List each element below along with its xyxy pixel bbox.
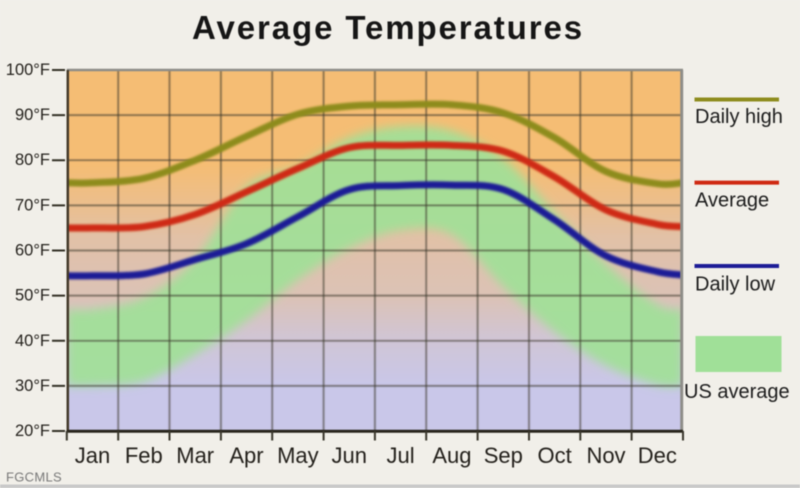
svg-text:FGCMLS: FGCMLS <box>6 470 62 485</box>
svg-text:Daily low: Daily low <box>695 274 776 296</box>
svg-text:40°F: 40°F <box>15 332 50 350</box>
svg-text:Oct: Oct <box>537 443 571 468</box>
svg-text:Jan: Jan <box>75 443 110 468</box>
svg-text:50°F: 50°F <box>15 287 50 305</box>
svg-text:80°F: 80°F <box>15 151 50 169</box>
svg-text:100°F: 100°F <box>6 61 50 79</box>
svg-text:Average: Average <box>695 190 769 212</box>
svg-text:Feb: Feb <box>125 443 163 468</box>
svg-text:Nov: Nov <box>586 443 625 468</box>
svg-text:US average: US average <box>684 381 790 403</box>
svg-text:Aug: Aug <box>432 443 471 468</box>
svg-text:30°F: 30°F <box>15 377 50 395</box>
svg-text:70°F: 70°F <box>15 196 50 214</box>
svg-text:Jul: Jul <box>387 443 415 468</box>
svg-text:Dec: Dec <box>638 443 677 468</box>
svg-text:Average Temperatures: Average Temperatures <box>192 9 584 46</box>
svg-text:60°F: 60°F <box>15 242 50 260</box>
svg-text:90°F: 90°F <box>15 106 50 124</box>
svg-text:May: May <box>277 443 319 468</box>
svg-text:Sep: Sep <box>484 443 523 468</box>
svg-text:Mar: Mar <box>176 443 214 468</box>
svg-text:Jun: Jun <box>331 443 366 468</box>
svg-text:Apr: Apr <box>229 443 263 468</box>
svg-text:Daily high: Daily high <box>695 106 783 128</box>
svg-text:20°F: 20°F <box>15 422 50 440</box>
